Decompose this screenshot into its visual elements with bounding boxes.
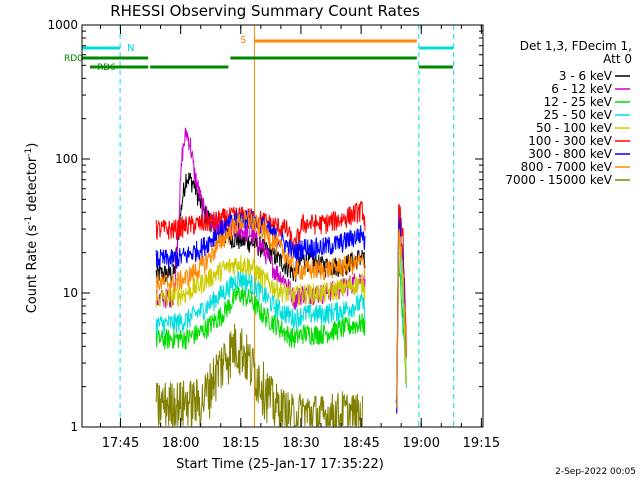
legend-header-line-1: Det 1,3, FDecim 1, [520,39,632,53]
rd0-label: RD0 [64,54,83,64]
legend-header-line-2: Att 0 [603,52,632,66]
saa-label: S [240,35,246,46]
x-tick-label: 18:45 [342,436,379,451]
legend-label: 25 - 50 keV [544,108,613,122]
y-tick-label: 1 [70,420,78,434]
axes: 1 10 100 1000 17:45 18:00 18:15 18:30 18:45 19:00… [47,18,500,451]
legend-header: Det 1,3, FDecim 1, Att 0 [520,39,632,66]
plot-area: S N RD0 RD6 [64,25,455,427]
y-tick-label: 100 [55,152,78,166]
rd6-label: RD6 [97,63,116,73]
plot-content [82,25,455,427]
y-axis-label-mid: detector [25,156,40,216]
plot-frame [81,24,484,428]
legend-label: 100 - 300 keV [528,134,612,148]
legend-label: 50 - 100 keV [536,121,613,135]
y-axis-label-sup2: -1 [24,148,34,157]
y-axis-label: Count Rate (s-1 detector-1) [24,143,40,314]
x-tick-label: 18:00 [162,436,199,451]
series-line-3-0 [155,270,366,336]
x-tick-label: 19:00 [403,436,440,451]
x-tick-label: 17:45 [102,436,139,451]
y-axis-label-end: ) [25,143,40,148]
legend-label: 7000 - 15000 keV [505,173,612,187]
series-line-2-0 [155,286,366,350]
legend-label: 12 - 25 keV [544,95,613,109]
night-label: N [127,43,134,54]
x-axis-label: Start Time (25-Jan-17 17:35:22) [176,457,384,472]
date-stamp: 2-Sep-2022 00:05 [555,467,636,477]
y-axis-label-sup1: -1 [24,216,34,225]
x-tick-label: 18:30 [282,436,319,451]
x-tick-label: 19:15 [463,436,500,451]
legend-label: 6 - 12 keV [551,82,613,96]
y-tick-label: 1000 [47,18,78,32]
series-line-6-0 [155,209,366,269]
series-line-0-0 [155,172,366,283]
series-line-7-0 [155,211,366,294]
y-axis-label-main: Count Rate (s [25,225,40,314]
legend-label: 800 - 7000 keV [521,160,613,174]
x-tick-label: 18:15 [222,436,259,451]
series-line-8-0 [155,323,364,427]
series-line-5-0 [155,201,366,252]
chart-title: RHESSI Observing Summary Count Rates [110,2,420,20]
series-line-1-0 [155,127,366,310]
y-tick-label: 10 [63,286,78,300]
legend-label: 300 - 800 keV [528,147,612,161]
series-line-7-1 [395,228,407,409]
legend-label: 3 - 6 keV [559,69,613,83]
series-line-4-0 [155,254,366,308]
